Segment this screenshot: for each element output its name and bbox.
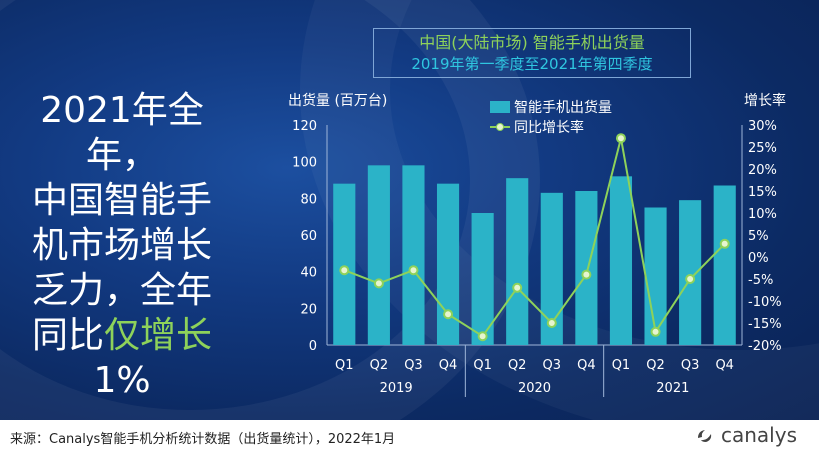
legend-label: 智能手机出货量 xyxy=(514,100,612,116)
bar xyxy=(644,207,667,345)
y2-axis-title: 增长率 xyxy=(744,93,786,109)
y2-tick-label: -10% xyxy=(748,295,782,310)
y-tick-label: 120 xyxy=(292,119,317,134)
x-tick-label: Q4 xyxy=(577,358,596,373)
growth-line xyxy=(343,137,726,338)
chart-legend: 智能手机出货量 同比增长率 xyxy=(490,97,612,137)
canalys-logo-icon xyxy=(695,425,715,445)
bar xyxy=(436,183,460,345)
chart-title-box: 中国(大陆市场) 智能手机出货量 2019年第一季度至2021年第四季度 xyxy=(373,28,691,78)
bar xyxy=(713,185,736,345)
growth-point xyxy=(581,269,592,280)
growth-point xyxy=(373,278,384,289)
growth-point xyxy=(408,265,419,276)
y2-tick-label: 30% xyxy=(748,119,777,134)
growth-point xyxy=(685,274,696,284)
growth-point xyxy=(477,331,488,342)
headline: 2021年全年， 中国智能手 机市场增长 乏力，全年 同比仅增长 1% xyxy=(8,88,236,403)
y2-tick-label: 15% xyxy=(748,185,777,200)
growth-point xyxy=(615,133,626,144)
canalys-logo: canalys xyxy=(695,420,797,450)
bar xyxy=(609,176,633,345)
y2-tick-label: -15% xyxy=(748,317,782,332)
y-tick-label: 80 xyxy=(300,192,317,207)
bar xyxy=(402,165,425,345)
x-tick-label: Q1 xyxy=(612,358,631,373)
x-tick-label: Q1 xyxy=(473,358,492,373)
x-tick-label: Q3 xyxy=(681,358,700,373)
y2-tick-label: -5% xyxy=(748,273,773,288)
y-tick-label: 100 xyxy=(292,156,317,171)
x-tick-label: Q2 xyxy=(646,358,665,373)
x-tick-label: Q4 xyxy=(439,358,458,373)
x-tick-label: Q4 xyxy=(715,358,734,373)
headline-line: 中国智能手 xyxy=(31,180,212,221)
y-tick-label: 20 xyxy=(300,302,317,317)
headline-text: 同比 xyxy=(31,315,104,356)
slide-background: 2021年全年， 中国智能手 机市场增长 乏力，全年 同比仅增长 1% 中国(大… xyxy=(0,0,819,420)
growth-point xyxy=(339,265,350,276)
y-tick-label: 0 xyxy=(309,339,317,354)
legend-label: 同比增长率 xyxy=(514,120,584,136)
y-axis-title: 出货量 (百万台) xyxy=(288,93,388,109)
growth-point xyxy=(650,326,661,337)
logo-text: canalys xyxy=(721,423,797,447)
y2-tick-label: 10% xyxy=(748,207,777,222)
x-tick-label: Q2 xyxy=(508,358,527,373)
headline-line: 机市场增长 xyxy=(31,225,212,266)
bar xyxy=(471,213,494,345)
x-tick-label: Q1 xyxy=(335,358,354,373)
legend-item-bars: 智能手机出货量 xyxy=(490,97,612,117)
source-note: 来源：Canalys智能手机分析统计数据（出货量统计），2022年1月 xyxy=(10,432,396,447)
bar xyxy=(367,165,390,345)
bar xyxy=(333,183,356,345)
bar xyxy=(506,178,529,345)
chart-subtitle: 2019年第一季度至2021年第四季度 xyxy=(411,55,653,73)
x-tick-label: Q3 xyxy=(404,358,423,373)
headline-line: 同比仅增长 xyxy=(8,313,236,358)
y-tick-label: 60 xyxy=(300,229,317,244)
growth-point xyxy=(546,318,557,328)
chart-title: 中国(大陆市场) 智能手机出货量 xyxy=(419,33,645,52)
y2-tick-label: 20% xyxy=(748,163,777,178)
x-tick-label: Q2 xyxy=(370,358,389,373)
x-group-label: 2019 xyxy=(380,381,413,396)
growth-point xyxy=(719,238,730,249)
growth-point xyxy=(443,309,454,320)
headline-line: 2021年全年， xyxy=(40,90,204,176)
headline-line: 1% xyxy=(93,360,151,401)
y2-tick-label: -20% xyxy=(748,339,782,354)
y2-tick-label: 0% xyxy=(748,251,769,266)
bar xyxy=(540,192,563,345)
y2-tick-label: 5% xyxy=(748,229,769,244)
x-group-label: 2020 xyxy=(518,381,551,396)
legend-item-line: 同比增长率 xyxy=(490,117,612,137)
legend-line-swatch xyxy=(490,121,510,133)
x-tick-label: Q3 xyxy=(543,358,562,373)
bar xyxy=(575,191,598,345)
growth-point xyxy=(512,282,523,293)
legend-bar-swatch xyxy=(490,101,510,113)
bar xyxy=(679,200,702,345)
y2-tick-label: 25% xyxy=(748,141,777,156)
x-group-label: 2021 xyxy=(656,381,689,396)
headline-highlight: 仅增长 xyxy=(104,315,213,356)
chart-canvas: 0 20 40 60 80 100 120 -20% -15% -10% -5% 0% 5% 10% 15%… xyxy=(292,119,782,397)
headline-line: 乏力，全年 xyxy=(31,270,212,311)
y-tick-label: 40 xyxy=(300,266,317,281)
